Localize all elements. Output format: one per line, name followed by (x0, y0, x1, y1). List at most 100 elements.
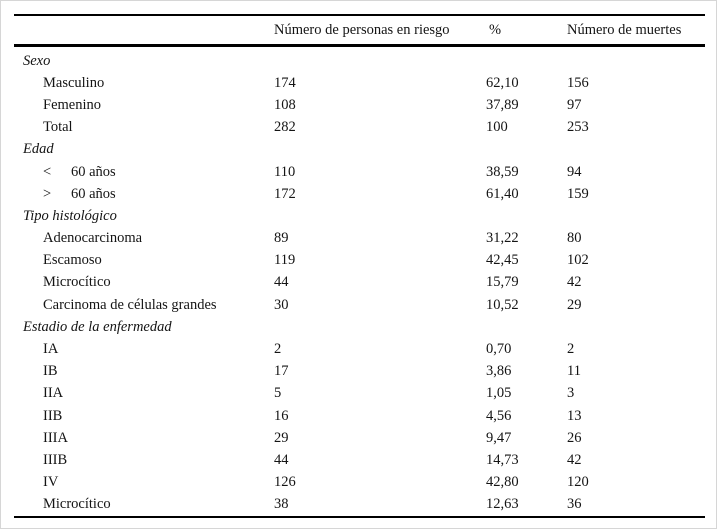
table-row: Adenocarcinoma 89 31,22 80 (14, 228, 705, 250)
row-label-text: Carcinoma de células grandes (43, 296, 217, 313)
table-row: Microcítico 44 15,79 42 (14, 272, 705, 294)
row-label-cell: Carcinoma de células grandes (14, 294, 274, 316)
row-label-text: IV (43, 474, 59, 491)
percent-value: 9,47 (486, 429, 512, 446)
percent-value: 61,40 (486, 185, 519, 202)
personas-en-riesgo-value: 89 (274, 230, 289, 247)
percent-value: 42,80 (486, 474, 519, 491)
data-table: Número de personas en riesgo % Número de… (14, 14, 705, 518)
personas-en-riesgo-value: 16 (274, 407, 289, 424)
personas-en-riesgo-value: 172 (274, 185, 296, 202)
percent-value: 3,86 (486, 363, 512, 380)
table-row: IIB 16 4,56 13 (14, 405, 705, 427)
muertes-value: 2 (567, 341, 575, 358)
muertes-value: 42 (567, 274, 582, 291)
muertes-value: 42 (567, 451, 582, 468)
personas-en-riesgo-value: 174 (274, 74, 296, 91)
row-label-text: IA (43, 341, 59, 358)
section-title: Tipo histológico (23, 207, 117, 224)
personas-en-riesgo-value: 108 (274, 96, 296, 113)
personas-en-riesgo-value: 5 (274, 385, 282, 402)
row-label-text: Microcítico (43, 496, 111, 513)
table-row: Femenino 108 37,89 97 (14, 94, 705, 116)
row-label-text: Masculino (43, 74, 105, 91)
muertes-value: 156 (567, 74, 589, 91)
table-row: IIIA 29 9,47 26 (14, 427, 705, 449)
muertes-value: 253 (567, 119, 589, 136)
row-label-text: Escamoso (43, 252, 102, 269)
col-header-percent: % (486, 14, 567, 47)
row-label-text: Adenocarcinoma (43, 230, 143, 247)
row-label-text: 60 años (71, 185, 116, 202)
row-label-text: 60 años (71, 163, 116, 180)
table-row: IIIB 44 14,73 42 (14, 449, 705, 471)
row-label-text: Femenino (43, 96, 101, 113)
row-label-cell: Microcítico (14, 494, 274, 517)
section-row: Edad (14, 139, 705, 161)
table-row: Total 282 100 253 (14, 117, 705, 139)
percent-value: 14,73 (486, 451, 519, 468)
personas-en-riesgo-value: 126 (274, 474, 296, 491)
muertes-value: 102 (567, 252, 589, 269)
table-row: IB 17 3,86 11 (14, 361, 705, 383)
muertes-value: 29 (567, 296, 582, 313)
percent-value: 4,56 (486, 407, 512, 424)
percent-value: 10,52 (486, 296, 519, 313)
muertes-value: 97 (567, 96, 582, 113)
section-row: Tipo histológico (14, 205, 705, 227)
muertes-value: 159 (567, 185, 589, 202)
section-title: Edad (23, 141, 54, 158)
personas-en-riesgo-value: 17 (274, 363, 289, 380)
section-row: Estadio de la enfermedad (14, 316, 705, 338)
section-title: Sexo (23, 52, 51, 69)
col-header-empty (14, 14, 274, 47)
row-label-cell: IA (14, 338, 274, 360)
row-label-text: IIIB (43, 451, 68, 468)
row-label-cell: IIIA (14, 427, 274, 449)
percent-value: 100 (486, 119, 508, 136)
row-label-text: IB (43, 363, 58, 380)
table-row: <60 años 110 38,59 94 (14, 161, 705, 183)
personas-en-riesgo-value: 2 (274, 341, 282, 358)
col-header-muertes: Número de muertes (567, 14, 705, 47)
personas-en-riesgo-value: 119 (274, 252, 296, 269)
percent-value: 42,45 (486, 252, 519, 269)
percent-value: 37,89 (486, 96, 519, 113)
row-label-cell: Total (14, 117, 274, 139)
table-row: Masculino 174 62,10 156 (14, 72, 705, 94)
comparison-symbol: > (43, 185, 52, 202)
table-row: Escamoso 119 42,45 102 (14, 250, 705, 272)
section-row: Sexo (14, 46, 705, 73)
row-label-cell: IIA (14, 383, 274, 405)
table-row: >60 años 172 61,40 159 (14, 183, 705, 205)
percent-value: 12,63 (486, 496, 519, 513)
personas-en-riesgo-value: 29 (274, 429, 289, 446)
percent-value: 62,10 (486, 74, 519, 91)
muertes-value: 120 (567, 474, 589, 491)
row-label-text: IIA (43, 385, 64, 402)
row-label-cell: <60 años (14, 161, 274, 183)
comparison-symbol: < (43, 163, 52, 180)
patient-characteristics-table: Número de personas en riesgo % Número de… (14, 14, 705, 518)
table-row: Carcinoma de células grandes 30 10,52 29 (14, 294, 705, 316)
header-row: Número de personas en riesgo % Número de… (14, 14, 705, 47)
row-label-cell: IIIB (14, 449, 274, 471)
row-label-cell: Femenino (14, 94, 274, 116)
muertes-value: 11 (567, 363, 581, 380)
row-label-cell: >60 años (14, 183, 274, 205)
personas-en-riesgo-value: 282 (274, 119, 296, 136)
table-row: IV 126 42,80 120 (14, 472, 705, 494)
muertes-value: 3 (567, 385, 575, 402)
muertes-value: 13 (567, 407, 582, 424)
row-label-text: Microcítico (43, 274, 111, 291)
row-label-cell: Adenocarcinoma (14, 228, 274, 250)
row-label-text: IIIA (43, 429, 68, 446)
percent-value: 15,79 (486, 274, 519, 291)
muertes-value: 80 (567, 230, 582, 247)
personas-en-riesgo-value: 44 (274, 451, 289, 468)
percent-value: 0,70 (486, 341, 512, 358)
row-label-cell: Escamoso (14, 250, 274, 272)
personas-en-riesgo-value: 38 (274, 496, 289, 513)
muertes-value: 26 (567, 429, 582, 446)
